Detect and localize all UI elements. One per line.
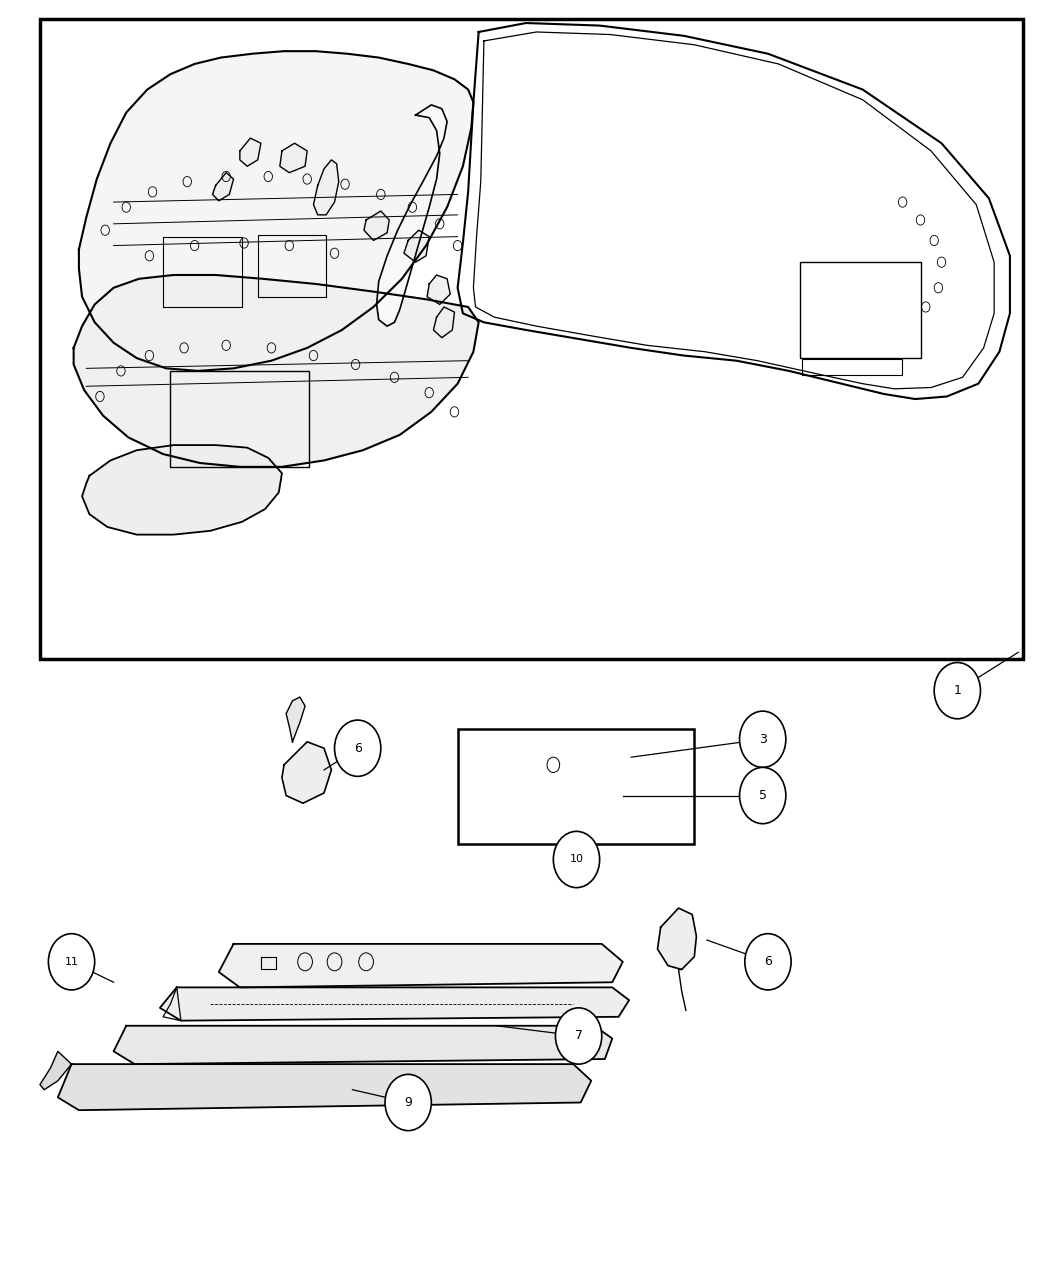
- Polygon shape: [377, 105, 447, 326]
- Text: 7: 7: [574, 1030, 583, 1042]
- Circle shape: [740, 767, 786, 824]
- Bar: [458, 729, 694, 844]
- Circle shape: [335, 720, 381, 776]
- Text: 9: 9: [404, 1096, 412, 1109]
- Circle shape: [385, 1074, 431, 1131]
- Text: 10: 10: [569, 854, 584, 865]
- Circle shape: [553, 831, 600, 888]
- Circle shape: [934, 663, 980, 719]
- Circle shape: [48, 934, 95, 990]
- Circle shape: [745, 934, 791, 990]
- Bar: [170, 371, 309, 467]
- Polygon shape: [58, 1064, 591, 1110]
- Polygon shape: [160, 987, 629, 1021]
- Bar: [258, 235, 326, 297]
- Bar: [800, 262, 920, 358]
- Polygon shape: [74, 275, 479, 467]
- Text: 11: 11: [64, 957, 79, 967]
- Polygon shape: [114, 1026, 612, 1064]
- Polygon shape: [313, 160, 339, 215]
- Polygon shape: [658, 908, 696, 969]
- Polygon shape: [240, 138, 261, 166]
- Circle shape: [740, 711, 786, 767]
- Polygon shape: [545, 752, 566, 778]
- Polygon shape: [404, 230, 429, 262]
- Polygon shape: [280, 143, 307, 173]
- Polygon shape: [364, 211, 389, 240]
- Polygon shape: [282, 742, 331, 803]
- Polygon shape: [79, 51, 473, 371]
- Polygon shape: [219, 944, 623, 987]
- Polygon shape: [82, 445, 282, 535]
- Bar: [40, 19, 1023, 659]
- Text: 3: 3: [758, 733, 767, 746]
- Bar: [802, 359, 902, 375]
- Circle shape: [555, 1008, 602, 1064]
- Polygon shape: [458, 23, 1010, 399]
- Bar: [163, 237, 242, 307]
- Polygon shape: [433, 307, 454, 338]
- Text: 6: 6: [353, 742, 362, 755]
- Polygon shape: [510, 790, 555, 838]
- Text: 6: 6: [764, 955, 772, 968]
- Text: 5: 5: [758, 789, 767, 802]
- Text: 1: 1: [953, 684, 962, 697]
- Polygon shape: [40, 1051, 72, 1090]
- Polygon shape: [286, 697, 305, 742]
- Polygon shape: [427, 275, 450, 304]
- Polygon shape: [213, 173, 234, 201]
